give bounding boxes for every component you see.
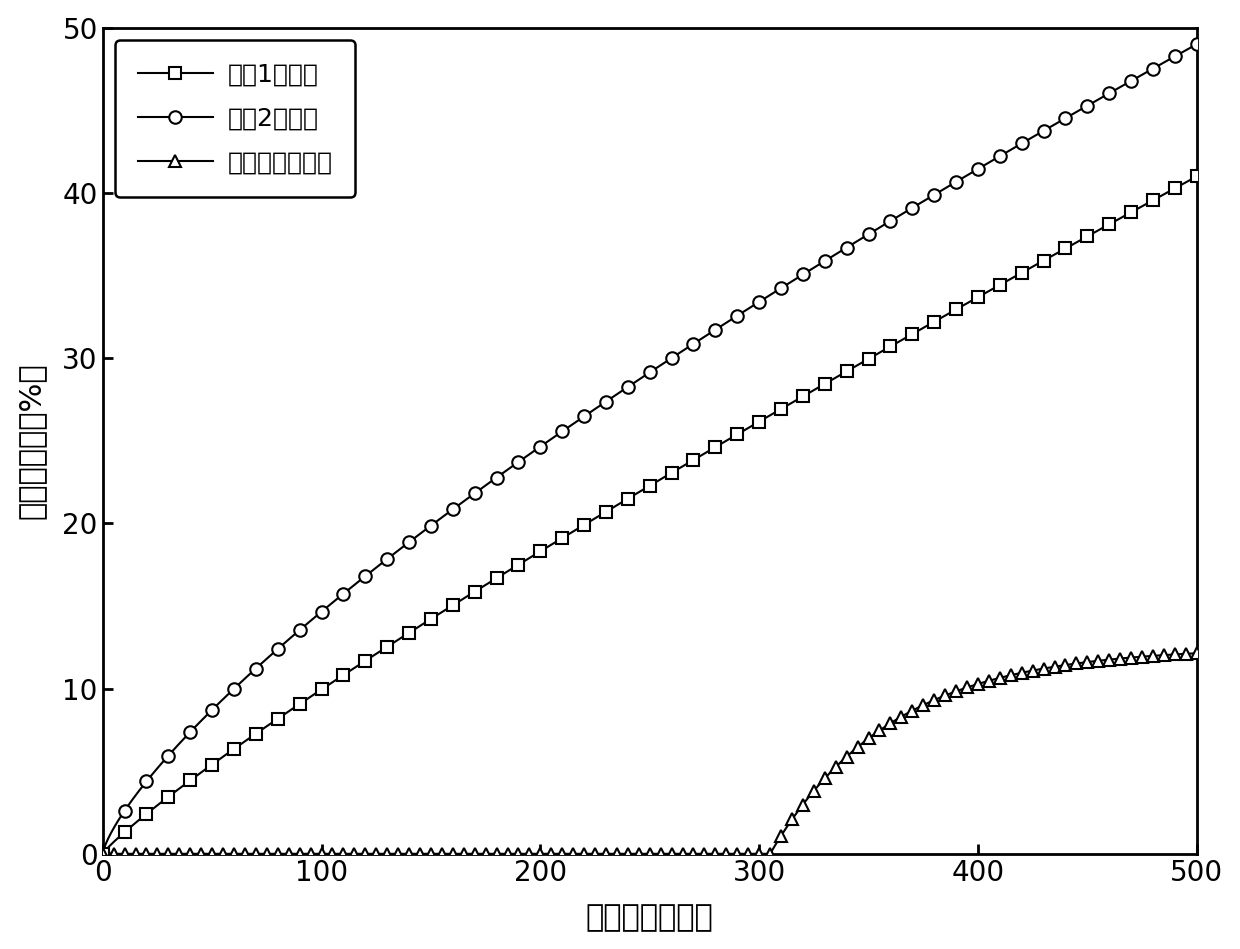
X-axis label: 光照时间（秒）: 光照时间（秒） bbox=[585, 903, 713, 932]
Legend: 染料1双组份, 染料2双组份, 不含染料单组份: 染料1双组份, 染料2双组份, 不含染料单组份 bbox=[115, 40, 355, 197]
Y-axis label: 环氧转化率（%）: 环氧转化率（%） bbox=[16, 363, 46, 519]
